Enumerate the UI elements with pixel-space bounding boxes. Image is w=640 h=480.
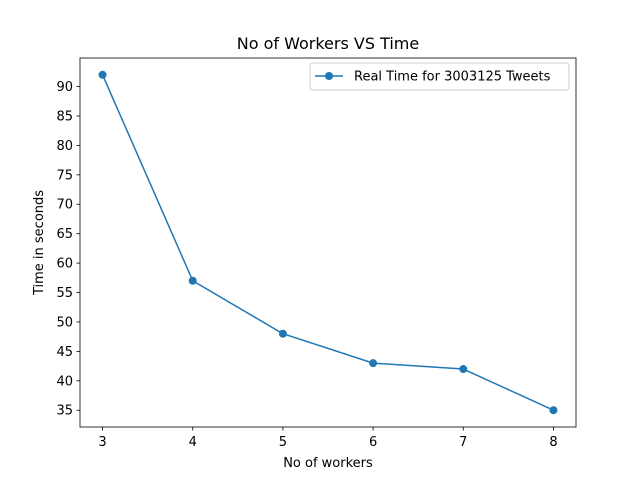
chart-title: No of Workers VS Time (237, 34, 419, 53)
y-tick-label: 50 (56, 315, 73, 330)
x-tick-label: 5 (279, 435, 287, 450)
y-tick-label: 85 (56, 109, 73, 124)
y-tick-label: 65 (56, 227, 73, 242)
data-point (459, 365, 468, 374)
plot-area (80, 58, 576, 427)
y-tick-label: 70 (56, 198, 73, 213)
data-point (369, 359, 378, 368)
plot-frame (79, 57, 577, 428)
x-tick-label: 8 (549, 435, 557, 450)
series-layer (98, 70, 558, 415)
y-tick-label: 80 (56, 139, 73, 154)
y-tick-label: 90 (56, 80, 73, 95)
y-tick-label: 45 (56, 345, 73, 360)
y-tick-label: 40 (56, 374, 73, 389)
legend-label-series-1: Real Time for 3003125 Tweets (354, 70, 551, 85)
y-axis-ticks: 35 40 45 50 55 60 65 70 75 80 85 90 (56, 80, 80, 419)
x-tick-label: 4 (189, 435, 197, 450)
x-tick-label: 7 (459, 435, 467, 450)
x-tick-label: 3 (98, 435, 106, 450)
x-axis-label: No of workers (283, 456, 373, 471)
x-tick-label: 6 (369, 435, 377, 450)
y-axis-label: Time in seconds (32, 190, 47, 296)
data-point (188, 276, 197, 285)
y-tick-label: 35 (56, 404, 73, 419)
x-axis-ticks: 3 4 5 6 7 8 (98, 427, 558, 450)
data-point (278, 329, 287, 338)
y-tick-label: 55 (56, 286, 73, 301)
series-line (101, 74, 554, 411)
legend: Real Time for 3003125 Tweets (309, 62, 570, 91)
legend-marker-swatch (325, 72, 333, 80)
legend-box (309, 62, 570, 91)
data-point (98, 70, 107, 79)
y-tick-label: 75 (56, 168, 73, 183)
data-point (549, 406, 558, 415)
y-tick-label: 60 (56, 257, 73, 272)
